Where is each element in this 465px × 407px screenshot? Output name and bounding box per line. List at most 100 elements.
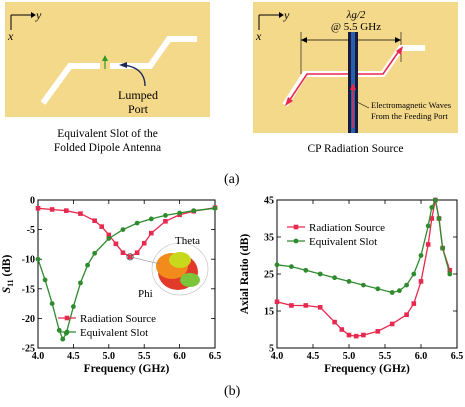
x-tick-label: 6.0 — [173, 351, 186, 362]
data-point — [113, 241, 119, 247]
data-point — [375, 286, 381, 292]
panel-a-label: (a) — [224, 172, 240, 187]
data-point — [134, 220, 140, 226]
y-tick-label: 15 — [264, 307, 274, 318]
data-point — [404, 282, 409, 288]
wave-label-line1: Electromagnetic Waves — [371, 100, 452, 110]
data-point — [148, 216, 154, 222]
feed-wave-arrowhead — [350, 83, 356, 90]
axis-x-label: x — [7, 29, 14, 43]
data-point — [163, 219, 168, 224]
data-point — [78, 211, 83, 216]
data-point — [418, 253, 424, 258]
data-point — [397, 288, 402, 294]
data-point — [303, 303, 309, 308]
pattern-sphere-outline — [151, 242, 209, 296]
x-axis-title: Frequency (GHz) — [84, 363, 170, 375]
radiation-pattern-inset: Theta Phi — [126, 235, 209, 300]
x-tick-label: 6.0 — [415, 351, 428, 362]
data-point — [332, 319, 337, 325]
data-point — [134, 250, 140, 255]
series-line — [38, 207, 215, 258]
y-axis-title: S11 (dB) — [1, 255, 15, 294]
y-tick-label: -20 — [22, 314, 35, 325]
wave-label-line2: From the Feeding Port — [371, 111, 448, 121]
axis-x-label: x — [255, 29, 262, 43]
data-point — [141, 240, 147, 246]
y-tick-label: -10 — [22, 255, 35, 266]
legend-marker — [293, 224, 299, 230]
legend-label: Equivalent Slot — [80, 327, 148, 339]
data-point — [120, 227, 126, 232]
current-right-arrowhead — [396, 46, 403, 55]
legend-label: Radiation Source — [309, 222, 385, 234]
data-point — [35, 205, 41, 211]
data-point — [346, 279, 352, 284]
left-caption-line2: Folded Dipole Antenna — [53, 142, 162, 154]
dimension-frequency: @ 5.5 GHz — [330, 21, 382, 33]
plot-frame — [37, 199, 216, 349]
pattern-lobe-top — [169, 252, 191, 268]
data-point — [411, 271, 417, 277]
data-point — [339, 327, 345, 332]
legend-label: Radiation Source — [80, 313, 156, 325]
x-tick-label: 5.5 — [379, 351, 392, 362]
y-tick-label: -5 — [27, 225, 35, 236]
feed-line-center — [351, 32, 355, 133]
slot-left-arm — [282, 71, 350, 107]
phi-label: Phi — [138, 288, 153, 300]
port-label: Port — [127, 102, 148, 116]
panel-b-label: (b) — [224, 384, 241, 399]
cp-radiation-diagram: y x — [255, 8, 425, 133]
data-point — [64, 208, 69, 213]
data-point — [436, 216, 442, 221]
data-point — [440, 245, 445, 251]
data-point — [433, 197, 438, 203]
data-point — [212, 205, 218, 211]
legend-marker — [64, 329, 70, 335]
data-point — [92, 250, 98, 256]
y-tick-label: -15 — [22, 284, 35, 295]
data-point — [429, 216, 435, 221]
equivalent-slot-diagram: y x — [7, 8, 197, 105]
y-tick-label: 35 — [264, 233, 274, 244]
slot-right-arm — [350, 45, 425, 77]
x-tick-label: 4.5 — [67, 351, 80, 362]
data-point — [120, 250, 126, 255]
pattern-marker — [126, 253, 134, 261]
axial-ratio-chart: 4.0 4.5 5.0 5.5 6.0 6.5 5 15 25 35 45 Frequency (GH… — [239, 196, 464, 376]
pattern-lobe-side — [180, 273, 200, 287]
current-left-arrowhead — [285, 97, 293, 106]
legend-marker — [293, 238, 299, 244]
data-point — [274, 299, 280, 305]
y-tick-label: 45 — [264, 196, 274, 207]
data-point — [447, 268, 453, 273]
x-tick-label: 6.5 — [451, 351, 464, 362]
data-point — [425, 223, 431, 229]
data-point — [49, 301, 55, 306]
y-tick-label: 0 — [30, 196, 35, 207]
data-point — [303, 267, 309, 273]
theta-label: Theta — [175, 235, 200, 247]
data-point — [332, 275, 337, 281]
s11-chart: 4.0 4.5 5.0 5.5 6.0 6.5 0 -5 -10 -15 -20 -25 Frequen… — [1, 196, 221, 376]
data-point — [71, 304, 76, 309]
dimension-label: λg/2 — [346, 9, 366, 21]
dimension-right-arrow — [395, 37, 401, 43]
data-point — [361, 282, 366, 288]
right-panel-caption: CP Radiation Source — [307, 143, 404, 155]
data-point — [42, 277, 48, 283]
y-tick-label: 25 — [264, 270, 274, 281]
wave-label-leader — [356, 101, 370, 109]
data-point — [411, 301, 417, 306]
series-line — [277, 200, 451, 337]
y-axis-arrowhead — [31, 12, 36, 18]
equivalent-slot-panel: y x Lumped Port — [5, 2, 210, 117]
y-axis-title: Axial Ratio (dB) — [239, 234, 251, 315]
data-point — [425, 242, 431, 247]
axis-y-label: y — [283, 8, 290, 22]
data-point — [163, 212, 168, 218]
data-point — [346, 332, 352, 338]
data-point — [191, 208, 197, 214]
data-point — [375, 329, 381, 334]
